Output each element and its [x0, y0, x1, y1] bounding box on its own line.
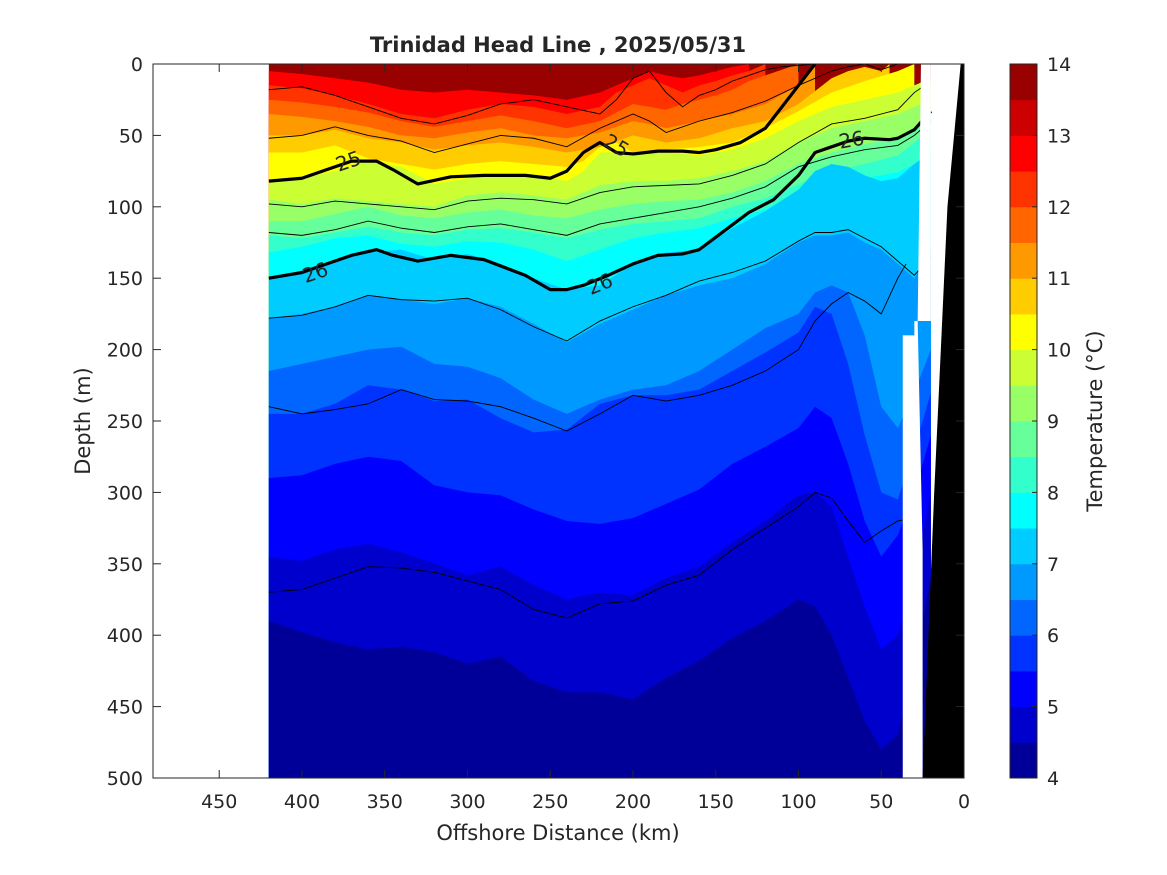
- colorbar-band: [1010, 563, 1037, 600]
- x-tick-label: 350: [367, 791, 403, 813]
- y-tick-label: 200: [107, 340, 143, 362]
- colorbar-tick-label: 13: [1047, 125, 1071, 147]
- y-tick-label: 150: [107, 268, 143, 290]
- x-tick-label: 50: [869, 791, 893, 813]
- x-tick-label: 200: [615, 791, 651, 813]
- x-tick-label: 250: [532, 791, 568, 813]
- y-tick-label: 0: [131, 54, 143, 76]
- thin-contour-2: [268, 80, 932, 211]
- colorbar-band: [1010, 206, 1037, 243]
- temperature-bands: [268, 64, 931, 778]
- colorbar-band: [1010, 64, 1037, 101]
- colorbar-band: [1010, 742, 1037, 779]
- x-tick-label: 0: [958, 791, 970, 813]
- colorbar-band: [1010, 171, 1037, 208]
- colorbar-tick-label: 11: [1047, 268, 1071, 290]
- colorbar-tick-label: 9: [1047, 411, 1059, 433]
- colorbar-tick-label: 7: [1047, 554, 1059, 576]
- bathymetry: [902, 64, 964, 778]
- colorbar-band: [1010, 528, 1037, 565]
- colorbar-band: [1010, 456, 1037, 493]
- thin-contour-5: [268, 263, 907, 432]
- colorbar-band: [1010, 99, 1037, 136]
- y-tick-label: 500: [107, 768, 143, 790]
- colorbar-band: [1010, 599, 1037, 636]
- colorbar-band: [1010, 635, 1037, 672]
- colorbar-band: [1010, 242, 1037, 279]
- colorbar-band: [1010, 670, 1037, 708]
- colorbar-band: [1010, 349, 1037, 386]
- seafloor: [922, 64, 964, 778]
- y-tick-label: 100: [107, 197, 143, 219]
- x-tick-label: 150: [698, 791, 734, 813]
- colorbar-tick-label: 8: [1047, 482, 1059, 504]
- thin-contour-3: [268, 120, 932, 236]
- y-tick-label: 250: [107, 411, 143, 433]
- x-axis: 450 400 350 300 250 200 150 100 50 0: [201, 64, 970, 813]
- y-axis: 0 50 100 150 200 250 300 350 400 450 500: [107, 54, 964, 790]
- colorbar-tick-label: 6: [1047, 625, 1059, 647]
- thin-contour-0: [268, 64, 816, 125]
- x-axis-label: Offshore Distance (km): [436, 821, 679, 845]
- y-tick-label: 50: [119, 125, 143, 147]
- thin-contour-1: [268, 64, 898, 154]
- contour-label-26-2: 26: [837, 126, 866, 154]
- no-data-nearshore: [902, 64, 931, 778]
- y-tick-label: 400: [107, 625, 143, 647]
- chart-title: Trinidad Head Line , 2025/05/31: [370, 33, 746, 57]
- colorbar-label: Temperature (°C): [1083, 330, 1107, 512]
- contour-label-text: 26: [837, 126, 866, 154]
- contour-26: [268, 110, 933, 292]
- colorbar-tick-label: 5: [1047, 697, 1059, 719]
- colorbar-tick-label: 12: [1047, 197, 1071, 219]
- colorbar-band: [1010, 278, 1037, 315]
- thin-contour-4: [268, 229, 932, 342]
- x-tick-label: 300: [449, 791, 485, 813]
- colorbar-band: [1010, 706, 1037, 743]
- colorbar-band: [1010, 135, 1037, 172]
- colorbar-band: [1010, 492, 1037, 529]
- colorbar-band: [1010, 313, 1037, 351]
- band-below-4.5: [268, 578, 931, 778]
- colorbar-tick-label: 10: [1047, 340, 1071, 362]
- colorbar-band: [1010, 385, 1037, 422]
- colorbar: 4 5 6 7 8 9 10 11 12 13 14: [1009, 54, 1071, 790]
- y-tick-label: 450: [107, 697, 143, 719]
- colorbar-tick-label: 4: [1047, 768, 1059, 790]
- contour-25: [268, 64, 817, 186]
- colorbar-tick-label: 14: [1047, 54, 1071, 76]
- colorbar-band: [1010, 421, 1037, 458]
- y-tick-label: 300: [107, 482, 143, 504]
- x-tick-label: 400: [284, 791, 320, 813]
- thin-contour-6: [268, 491, 915, 619]
- thin-contour-lines: [268, 64, 932, 619]
- x-tick-label: 100: [780, 791, 816, 813]
- y-axis-label: Depth (m): [71, 367, 95, 474]
- x-tick-label: 450: [201, 791, 237, 813]
- y-tick-label: 350: [107, 554, 143, 576]
